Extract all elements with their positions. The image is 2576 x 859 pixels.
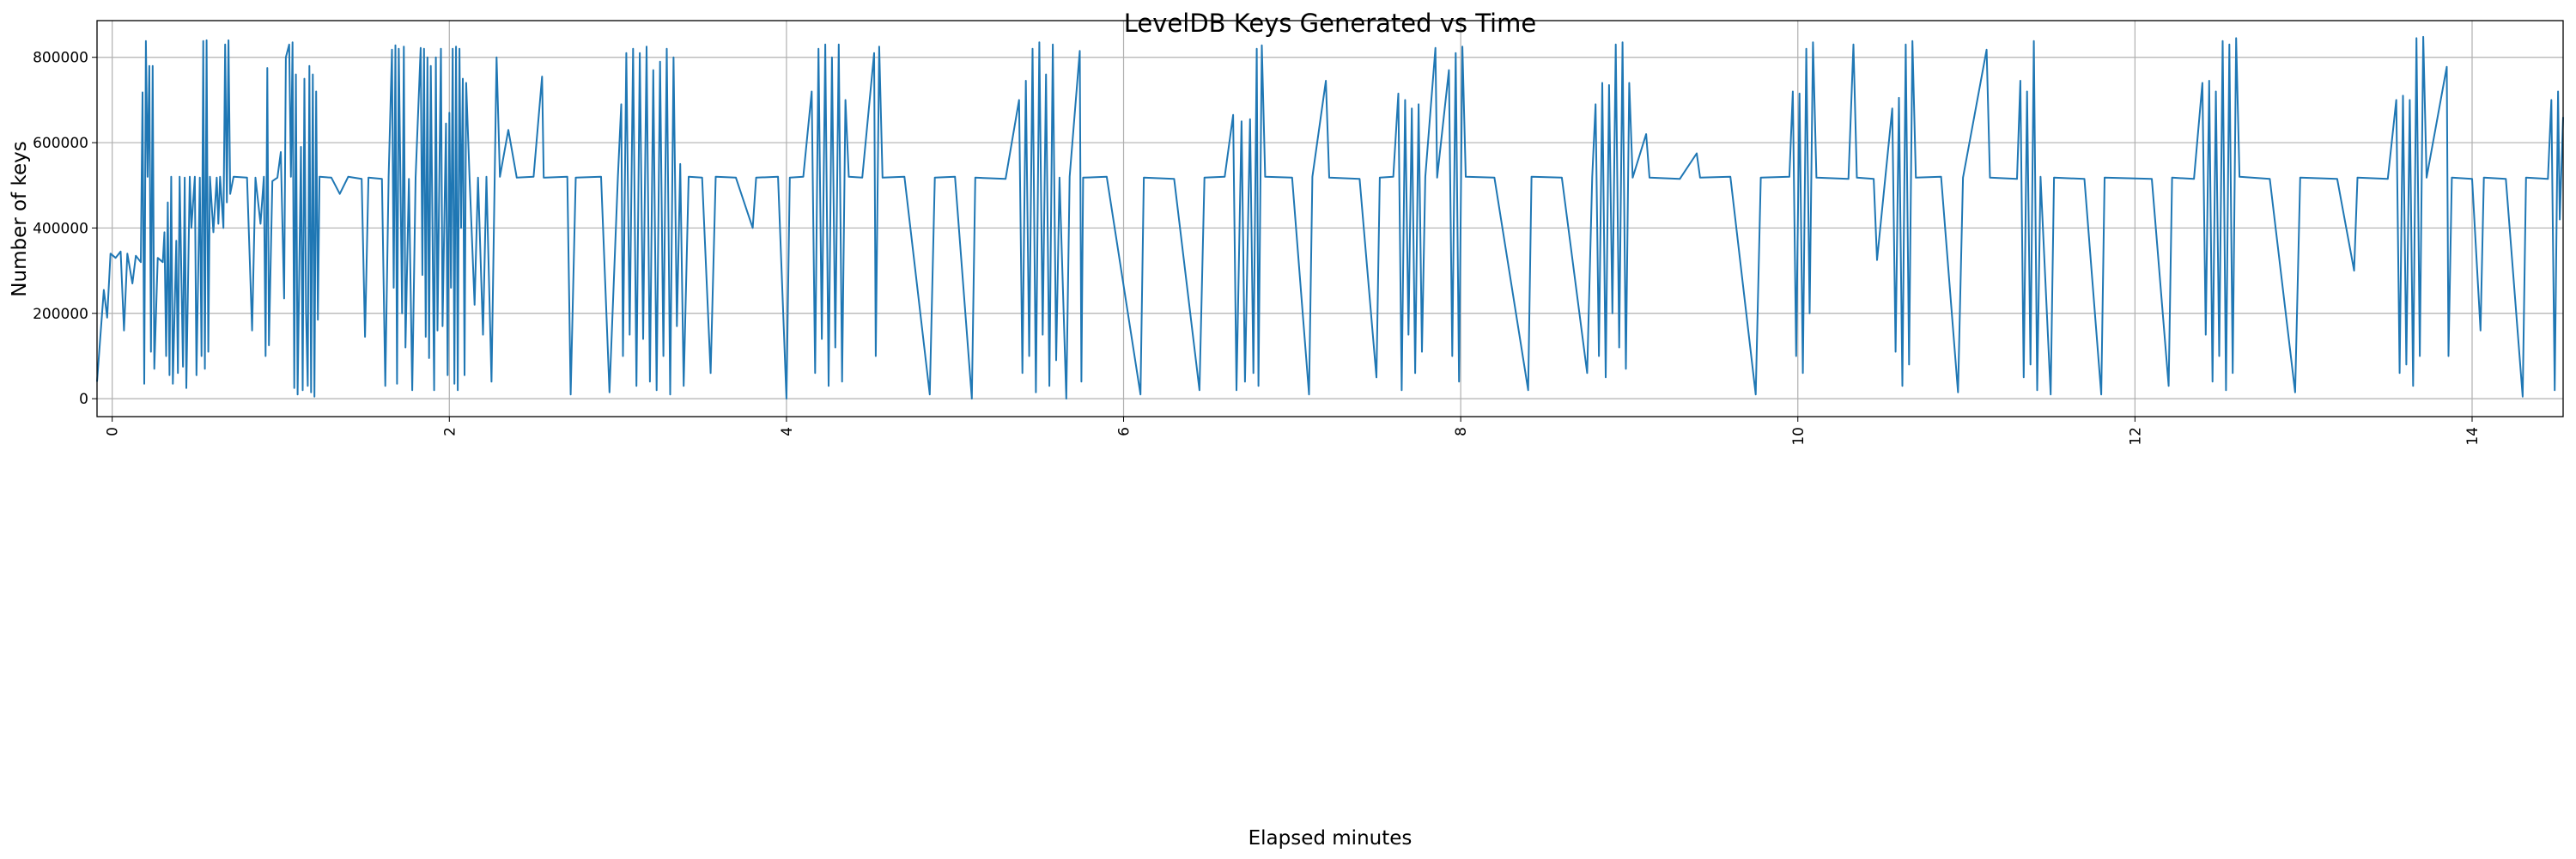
x-tick-label: 12 <box>2127 427 2144 446</box>
series-keys <box>96 35 2564 400</box>
x-axis: 0 2 4 6 8 10 12 14 <box>105 417 2482 446</box>
x-tick-label: 14 <box>2464 427 2482 446</box>
grid <box>97 21 2563 417</box>
x-tick-label: 0 <box>105 427 122 436</box>
y-tick-label: 200000 <box>33 306 88 323</box>
x-axis-label: Elapsed minutes <box>1249 827 1413 850</box>
y-tick-label: 600000 <box>33 135 88 152</box>
plot-frame <box>96 20 2564 417</box>
chart-title: LevelDB Keys Generated vs Time <box>1124 9 1536 38</box>
x-tick-label: 8 <box>1453 427 1470 436</box>
y-tick-label: 400000 <box>33 220 88 237</box>
y-tick-label: 0 <box>79 391 88 408</box>
series-line-keys <box>96 35 2564 400</box>
y-axis-label: Number of keys <box>9 141 31 296</box>
y-tick-label: 800000 <box>33 50 88 67</box>
x-tick-label: 6 <box>1116 427 1133 436</box>
x-tick-label: 10 <box>1790 427 1807 446</box>
x-tick-label: 2 <box>441 427 459 436</box>
x-tick-label: 4 <box>779 427 796 436</box>
y-axis: 0 200000 400000 600000 800000 <box>33 50 97 408</box>
